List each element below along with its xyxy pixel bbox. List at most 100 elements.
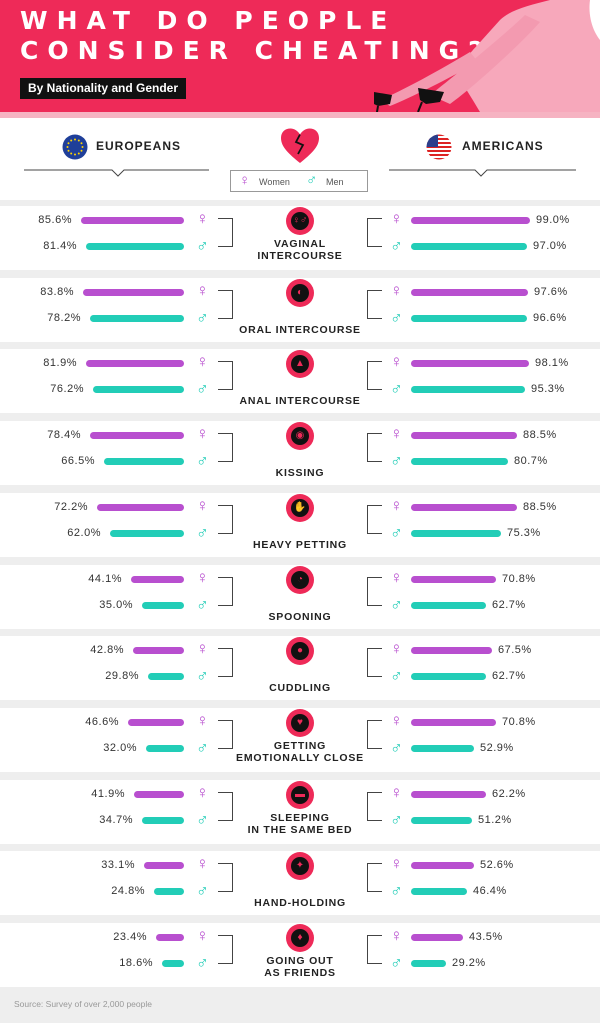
europeans-men-value: 18.6% — [119, 957, 153, 969]
americans-men-bar — [411, 458, 508, 465]
female-symbol-icon: ♀ — [390, 496, 403, 515]
bracket-left — [218, 361, 233, 390]
bracket-left — [218, 505, 233, 534]
europeans-men-value: 29.8% — [105, 670, 139, 682]
europeans-women-bar — [131, 576, 184, 583]
europeans-women-value: 42.8% — [90, 644, 124, 656]
activity-label: KISSING — [275, 467, 325, 479]
legend-women-label: Women — [259, 177, 290, 187]
americans-men-value: 62.7% — [492, 670, 526, 682]
americans-men-value: 51.2% — [478, 814, 512, 826]
americans-men-bar — [411, 386, 525, 393]
female-symbol-icon: ♀ — [390, 352, 403, 371]
activity-glyph-icon: ♥ — [297, 717, 303, 728]
europeans-men-bar — [142, 817, 184, 824]
male-symbol-icon: ♂ — [196, 523, 209, 542]
male-symbol-icon: ♂ — [390, 595, 403, 614]
americans-men-value: 29.2% — [452, 957, 486, 969]
americans-women-bar — [411, 217, 530, 224]
americans-women-bar — [411, 719, 496, 726]
bracket-left — [218, 433, 233, 462]
europeans-women-value: 33.1% — [101, 859, 135, 871]
female-symbol-icon: ♀ — [390, 281, 403, 300]
americans-women-value: 88.5% — [523, 501, 557, 513]
europeans-women-bar — [156, 934, 184, 941]
europeans-divider — [24, 169, 209, 177]
female-symbol-icon: ♀ — [196, 568, 209, 587]
europeans-women-value: 23.4% — [113, 931, 147, 943]
female-symbol-icon: ♀ — [196, 711, 209, 730]
americans-women-value: 62.2% — [492, 788, 526, 800]
europeans-men-bar — [148, 673, 184, 680]
legend-men-label: Men — [326, 177, 344, 187]
europeans-men-bar — [146, 745, 184, 752]
female-symbol-icon: ♀ — [390, 568, 403, 587]
female-symbol-icon: ♀ — [239, 172, 251, 189]
activity-glyph-icon: ✋ — [293, 502, 307, 513]
europeans-men-bar — [90, 315, 184, 322]
female-symbol-icon: ♀ — [196, 424, 209, 443]
americans-men-bar — [411, 888, 467, 895]
male-symbol-icon: ♂ — [390, 308, 403, 327]
male-symbol-icon: ♂ — [390, 236, 403, 255]
female-symbol-icon: ♀ — [196, 926, 209, 945]
europeans-men-value: 35.0% — [99, 599, 133, 611]
americans-women-value: 97.6% — [534, 286, 568, 298]
activity-label: ORAL INTERCOURSE — [239, 324, 361, 336]
female-symbol-icon: ♀ — [390, 926, 403, 945]
activity-icon: ✦ — [286, 852, 314, 880]
female-symbol-icon: ♀ — [196, 854, 209, 873]
female-symbol-icon: ♀ — [390, 209, 403, 228]
europeans-women-value: 78.4% — [47, 429, 81, 441]
female-symbol-icon: ♀ — [390, 424, 403, 443]
americans-women-value: 88.5% — [523, 429, 557, 441]
male-symbol-icon: ♂ — [196, 666, 209, 685]
europeans-women-bar — [86, 360, 184, 367]
activity-icon: ♦ — [286, 924, 314, 952]
americans-men-value: 75.3% — [507, 527, 541, 539]
male-symbol-icon: ♂ — [196, 595, 209, 614]
activity-glyph-icon: ◐ — [296, 287, 304, 298]
europeans-men-value: 24.8% — [111, 885, 145, 897]
activity-label: ANAL INTERCOURSE — [239, 395, 361, 407]
bracket-right — [367, 433, 382, 462]
page-title: WHAT DO PEOPLE CONSIDER CHEATING? — [20, 6, 492, 65]
bracket-left — [218, 863, 233, 892]
europeans-women-value: 72.2% — [54, 501, 88, 513]
bracket-left — [218, 935, 233, 964]
male-symbol-icon: ♂ — [196, 379, 209, 398]
female-symbol-icon: ♀ — [196, 639, 209, 658]
bracket-right — [367, 577, 382, 606]
americans-men-bar — [411, 530, 501, 537]
legs-illustration-icon — [374, 0, 600, 112]
europeans-women-bar — [144, 862, 184, 869]
male-symbol-icon: ♂ — [390, 810, 403, 829]
europeans-women-value: 46.6% — [85, 716, 119, 728]
americans-men-value: 46.4% — [473, 885, 507, 897]
activity-icon: ♥ — [286, 709, 314, 737]
activity-icon: ◉ — [286, 422, 314, 450]
activity-icon: ▬ — [286, 781, 314, 809]
europeans-men-value: 81.4% — [43, 240, 77, 252]
bracket-left — [218, 577, 233, 606]
americans-men-value: 62.7% — [492, 599, 526, 611]
activity-glyph-icon: ◔ — [296, 574, 304, 585]
male-symbol-icon: ♂ — [196, 236, 209, 255]
americans-women-bar — [411, 791, 486, 798]
activity-glyph-icon: ▲ — [295, 358, 305, 369]
americans-women-value: 70.8% — [502, 573, 536, 585]
europeans-men-bar — [104, 458, 184, 465]
americans-men-bar — [411, 745, 474, 752]
bracket-right — [367, 863, 382, 892]
americans-women-bar — [411, 647, 492, 654]
europeans-men-value: 76.2% — [50, 383, 84, 395]
header-stripe — [0, 112, 600, 118]
americans-women-bar — [411, 862, 474, 869]
female-symbol-icon: ♀ — [390, 711, 403, 730]
americans-label: AMERICANS — [462, 139, 544, 153]
female-symbol-icon: ♀ — [196, 783, 209, 802]
bracket-right — [367, 505, 382, 534]
male-symbol-icon: ♂ — [390, 523, 403, 542]
europeans-men-value: 66.5% — [61, 455, 95, 467]
americans-women-value: 52.6% — [480, 859, 514, 871]
